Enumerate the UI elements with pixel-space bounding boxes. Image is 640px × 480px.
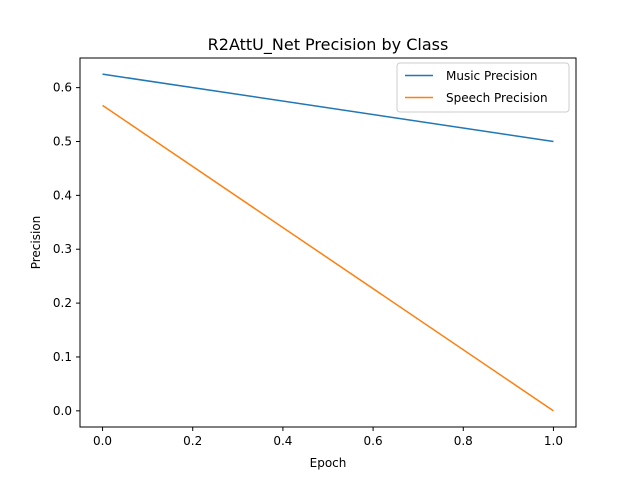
y-tick-label: 0.2 [53,296,72,310]
x-tick-label: 0.0 [93,434,112,448]
x-tick-label: 0.4 [273,434,292,448]
y-axis-label: Precision [29,216,43,270]
y-tick-label: 0.4 [53,188,72,202]
plot-frame [79,57,577,428]
legend-label-music-precision: Music Precision [446,69,538,83]
chart-title: R2AttU_Net Precision by Class [208,35,449,55]
plot-lines [102,73,554,412]
x-tick-label: 0.6 [364,434,383,448]
legend-box [396,62,570,113]
x-tick-label: 0.2 [183,434,202,448]
y-tick-label: 0.3 [53,242,72,256]
y-tick-label: 0.5 [53,134,72,148]
series-line-speech-precision [102,104,554,412]
y-tick-label: 0.6 [53,81,72,95]
x-tick-label: 1.0 [544,434,563,448]
series-line-music-precision [102,73,554,143]
x-axis-label: Epoch [310,456,347,470]
legend-label-speech-precision: Speech Precision [446,91,548,105]
x-axis-ticks: 0.0 0.2 0.4 0.6 0.8 1.0 [93,427,563,448]
y-tick-label: 0.1 [53,350,72,364]
y-tick-label: 0.0 [53,404,72,418]
x-tick-label: 0.8 [454,434,473,448]
legend: Music Precision Speech Precision [396,62,570,113]
y-axis-ticks: 0.0 0.1 0.2 0.3 0.4 0.5 0.6 [53,81,80,418]
